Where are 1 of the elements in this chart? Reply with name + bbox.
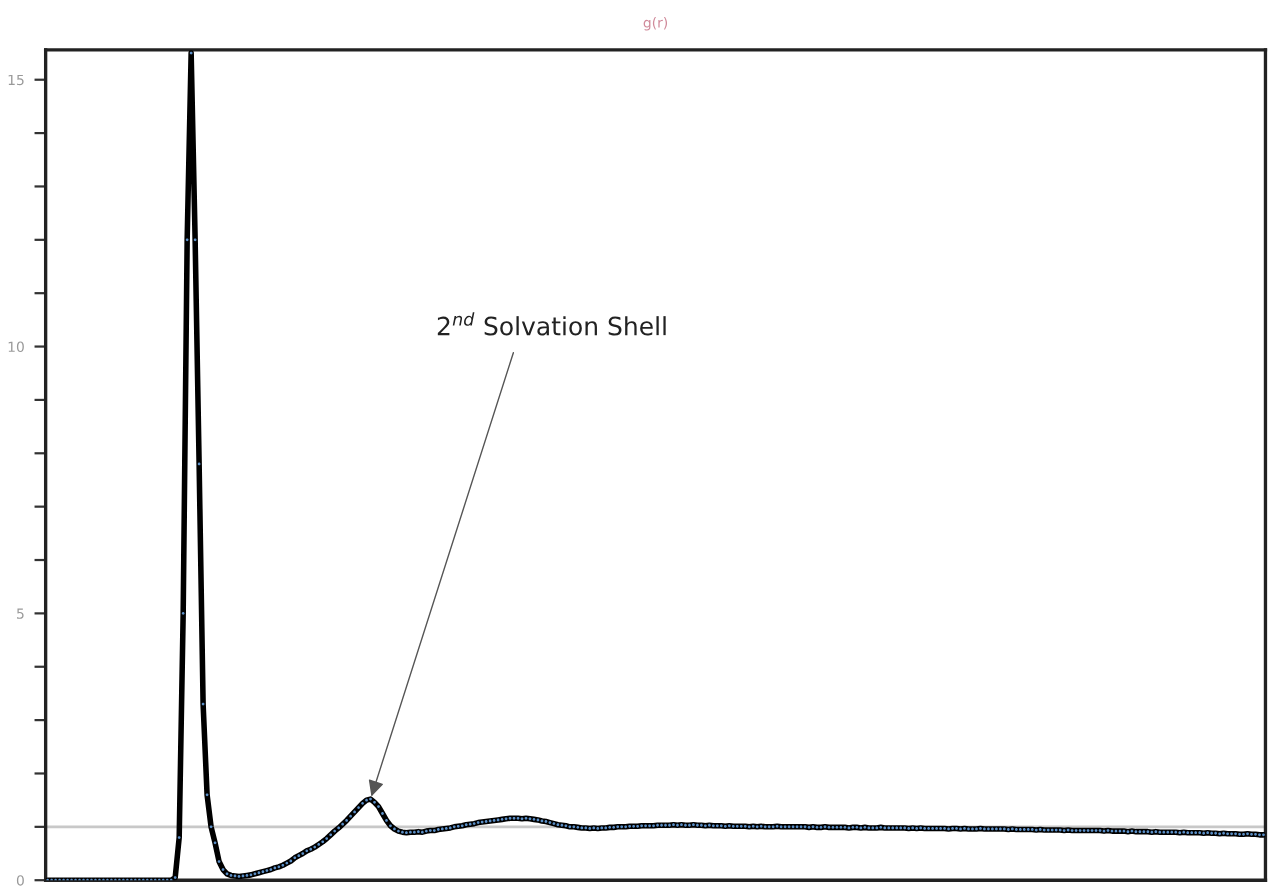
- annotation: 2$^{nd}$ Solvation Shell: [437, 312, 666, 336]
